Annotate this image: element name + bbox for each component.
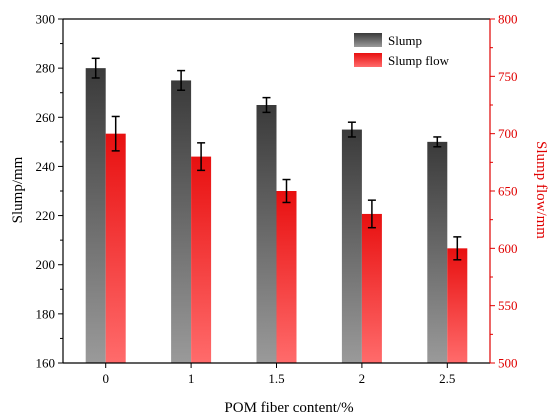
- axes-layer: 0 1 1.5 2 2.5 160 180 200 220 240 260 280 300 500 550 6…: [36, 12, 518, 387]
- legend-label-slump-flow: Slump flow: [388, 53, 450, 68]
- y-right-tick-label-5: 750: [498, 69, 518, 84]
- bar-slump-2: [256, 105, 277, 363]
- y-left-tick-label-7: 300: [36, 12, 56, 27]
- y-left-tick-label-4: 240: [36, 159, 56, 174]
- bar-slump-0: [85, 68, 106, 364]
- bars-layer: [85, 68, 468, 364]
- y-right-tick-label-6: 800: [498, 12, 518, 27]
- y-left-tick-label-0: 160: [36, 356, 56, 371]
- bar-slump-flow-2: [276, 191, 297, 363]
- x-tick-label-4: 2.5: [439, 371, 455, 386]
- y-right-tick-label-1: 550: [498, 298, 518, 313]
- legend-swatch-slump-flow: [354, 53, 382, 67]
- legend-label-slump: Slump: [388, 33, 422, 48]
- y-right-tick-label-2: 600: [498, 241, 518, 256]
- legend-swatch-slump: [354, 33, 382, 47]
- bar-slump-flow-1: [191, 156, 212, 363]
- bar-slump-3: [341, 129, 362, 363]
- x-tick-label-3: 2: [359, 371, 366, 386]
- error-bars-layer: [91, 57, 462, 261]
- bar-slump-flow-4: [447, 248, 468, 363]
- bar-slump-4: [427, 141, 448, 363]
- y-left-axis-title: Slump/mm: [10, 156, 26, 223]
- x-tick-label-1: 1: [188, 371, 195, 386]
- y-left-tick-label-6: 280: [36, 61, 56, 76]
- legend: Slump Slump flow: [354, 33, 450, 68]
- y-right-tick-label-4: 700: [498, 126, 518, 141]
- bar-slump-flow-0: [105, 133, 126, 363]
- y-left-tick-label-3: 220: [36, 208, 56, 223]
- bar-slump-1: [171, 80, 192, 363]
- y-left-tick-label-2: 200: [36, 257, 56, 272]
- y-right-tick-label-3: 650: [498, 184, 518, 199]
- x-tick-label-0: 0: [102, 371, 109, 386]
- x-tick-label-2: 1.5: [268, 371, 284, 386]
- y-left-tick-label-1: 180: [36, 306, 56, 321]
- bar-slump-flow-3: [361, 213, 382, 363]
- x-axis-title: POM fiber content/%: [224, 400, 353, 416]
- y-right-axis-title: Slump flow/mm: [533, 141, 549, 239]
- y-left-tick-label-5: 260: [36, 110, 56, 125]
- y-right-tick-label-0: 500: [498, 356, 518, 371]
